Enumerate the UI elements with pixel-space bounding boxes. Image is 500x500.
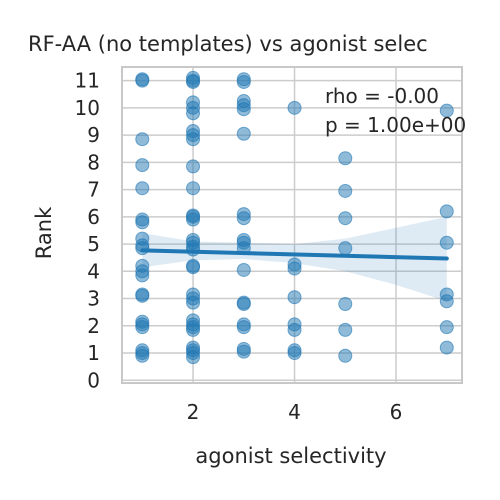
data-point bbox=[237, 345, 250, 358]
data-point bbox=[136, 133, 149, 146]
y-tick-label: 9 bbox=[87, 123, 100, 147]
y-tick-label: 1 bbox=[87, 341, 100, 365]
y-tick-label: 5 bbox=[87, 232, 100, 256]
data-point bbox=[237, 321, 250, 334]
data-point bbox=[136, 289, 149, 302]
y-tick-label: 4 bbox=[87, 259, 100, 283]
p-value-annotation: p = 1.00e+00 bbox=[325, 113, 466, 137]
data-point bbox=[288, 101, 301, 114]
data-point bbox=[187, 213, 200, 226]
data-point bbox=[187, 243, 200, 256]
data-point bbox=[136, 216, 149, 229]
data-point bbox=[136, 182, 149, 195]
data-point bbox=[339, 242, 352, 255]
data-point bbox=[339, 323, 352, 336]
y-tick-label: 7 bbox=[87, 178, 100, 202]
data-point bbox=[136, 242, 149, 255]
data-point bbox=[440, 321, 453, 334]
y-tick-label: 8 bbox=[87, 150, 100, 174]
y-tick-label: 3 bbox=[87, 287, 100, 311]
data-point bbox=[237, 127, 250, 140]
data-point bbox=[136, 349, 149, 362]
x-axis-title: agonist selectivity bbox=[195, 444, 386, 468]
rho-annotation: rho = -0.00 bbox=[325, 84, 439, 108]
data-point bbox=[237, 75, 250, 88]
data-point bbox=[136, 321, 149, 334]
y-tick-label: 10 bbox=[75, 96, 100, 120]
data-point bbox=[288, 347, 301, 360]
data-point bbox=[440, 205, 453, 218]
x-tick-labels: 2 4 6 bbox=[187, 400, 403, 424]
data-point bbox=[187, 323, 200, 336]
y-tick-label: 0 bbox=[87, 368, 100, 392]
x-tick-label: 2 bbox=[187, 400, 200, 424]
data-point bbox=[187, 261, 200, 274]
y-tick-label: 2 bbox=[87, 314, 100, 338]
data-point bbox=[288, 291, 301, 304]
data-point bbox=[187, 160, 200, 173]
y-tick-label: 11 bbox=[75, 69, 100, 93]
data-point bbox=[237, 298, 250, 311]
data-point bbox=[136, 269, 149, 282]
data-point bbox=[237, 263, 250, 276]
data-point bbox=[339, 298, 352, 311]
data-point bbox=[187, 296, 200, 309]
y-tick-label: 6 bbox=[87, 205, 100, 229]
data-point bbox=[187, 182, 200, 195]
chart-title: RF-AA (no templates) vs agonist selec bbox=[28, 32, 428, 56]
data-point bbox=[136, 74, 149, 87]
y-axis-title: Rank bbox=[32, 206, 56, 259]
data-point bbox=[440, 236, 453, 249]
x-tick-label: 6 bbox=[390, 400, 403, 424]
data-point bbox=[136, 159, 149, 172]
data-point bbox=[288, 323, 301, 336]
data-point bbox=[237, 212, 250, 225]
data-point bbox=[237, 103, 250, 116]
data-point bbox=[187, 107, 200, 120]
data-point bbox=[339, 184, 352, 197]
data-point bbox=[187, 75, 200, 88]
data-point bbox=[187, 351, 200, 364]
data-point bbox=[339, 349, 352, 362]
y-tick-labels: 0 1 2 3 4 5 6 7 8 9 10 11 bbox=[75, 69, 100, 393]
data-point bbox=[339, 212, 352, 225]
data-point bbox=[187, 133, 200, 146]
data-point bbox=[440, 295, 453, 308]
data-point bbox=[288, 262, 301, 275]
data-point bbox=[339, 152, 352, 165]
x-tick-label: 4 bbox=[288, 400, 301, 424]
data-point bbox=[440, 341, 453, 354]
